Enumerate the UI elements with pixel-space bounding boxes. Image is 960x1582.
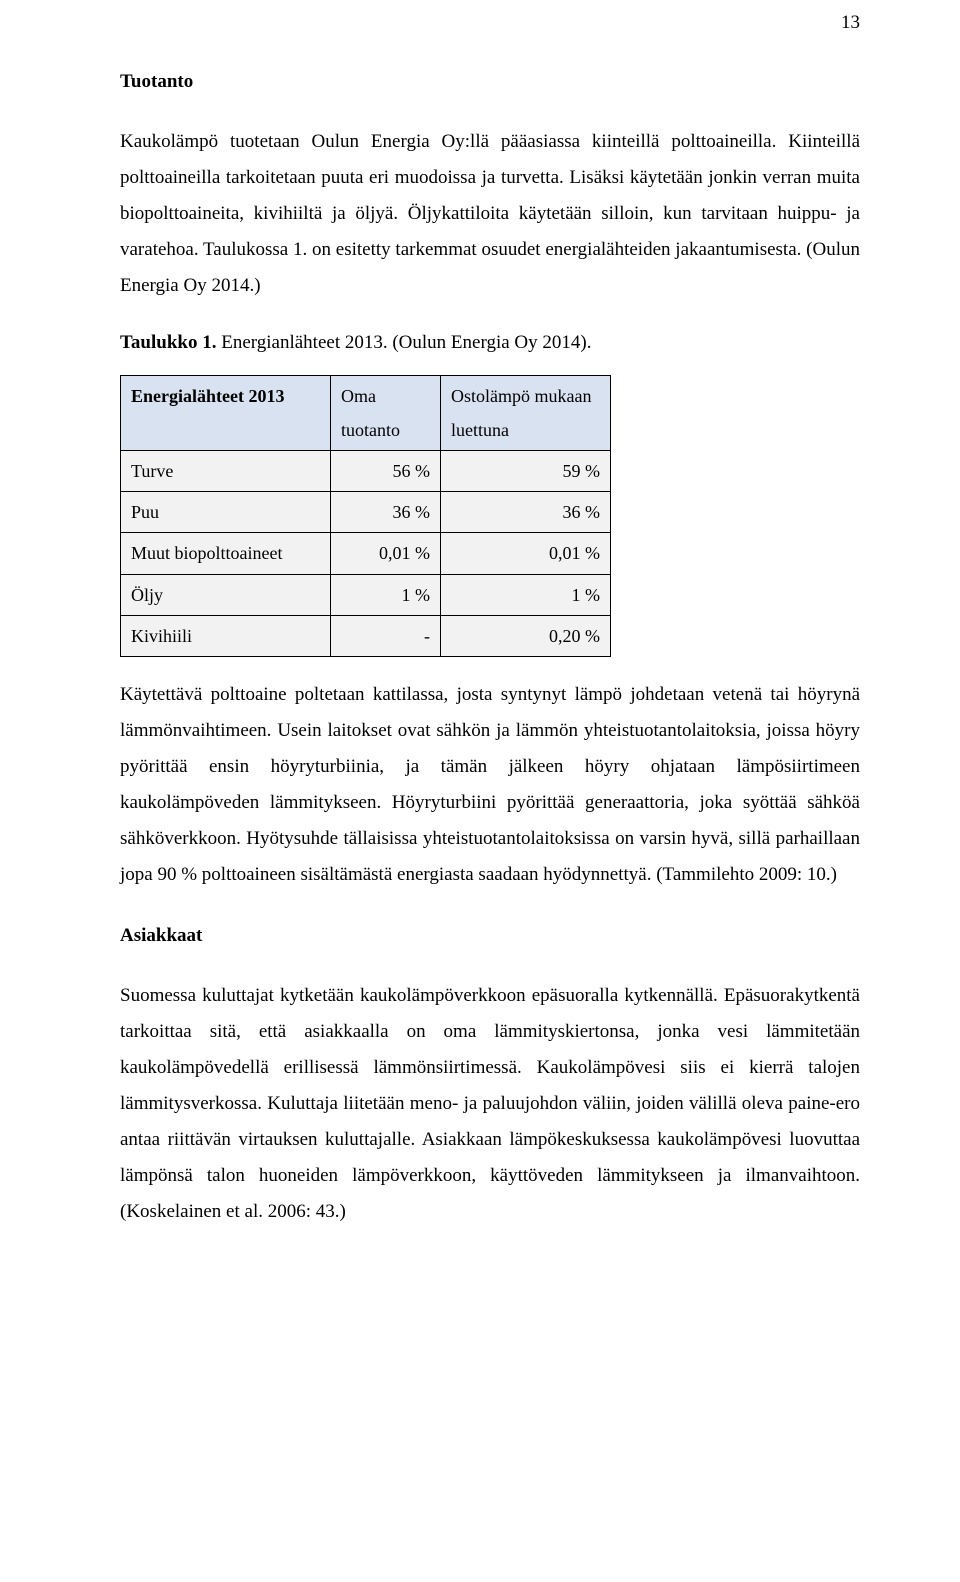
row-c2: 0,20 %	[441, 615, 611, 656]
row-label: Turve	[121, 451, 331, 492]
heading-tuotanto: Tuotanto	[120, 64, 860, 100]
paragraph-3: Suomessa kuluttajat kytketään kaukolämpö…	[120, 978, 860, 1231]
row-c1: 56 %	[331, 451, 441, 492]
energy-sources-table: Energialähteet 2013 Oma tuotanto Ostoläm…	[120, 375, 611, 657]
row-label: Kivihiili	[121, 615, 331, 656]
row-c2: 59 %	[441, 451, 611, 492]
row-c1: -	[331, 615, 441, 656]
row-label: Puu	[121, 492, 331, 533]
caption-bold: Taulukko 1.	[120, 332, 216, 353]
row-label: Muut biopolttoaineet	[121, 533, 331, 574]
header-col1: Oma tuotanto	[331, 375, 441, 450]
row-c1: 0,01 %	[331, 533, 441, 574]
row-c2: 0,01 %	[441, 533, 611, 574]
table-row: Öljy 1 % 1 %	[121, 574, 611, 615]
paragraph-1: Kaukolämpö tuotetaan Oulun Energia Oy:ll…	[120, 124, 860, 304]
document-page: Tuotanto Kaukolämpö tuotetaan Oulun Ener…	[0, 0, 960, 1310]
table-row: Puu 36 % 36 %	[121, 492, 611, 533]
table-caption: Taulukko 1. Energianlähteet 2013. (Oulun…	[120, 325, 860, 361]
heading-asiakkaat: Asiakkaat	[120, 918, 860, 954]
table-row: Kivihiili - 0,20 %	[121, 615, 611, 656]
table-row: Muut biopolttoaineet 0,01 % 0,01 %	[121, 533, 611, 574]
row-label: Öljy	[121, 574, 331, 615]
row-c1: 36 %	[331, 492, 441, 533]
header-label-cell: Energialähteet 2013	[121, 375, 331, 450]
caption-rest: Energianlähteet 2013. (Oulun Energia Oy …	[216, 332, 591, 353]
paragraph-2: Käytettävä polttoaine poltetaan kattilas…	[120, 677, 860, 894]
row-c1: 1 %	[331, 574, 441, 615]
table-row: Turve 56 % 59 %	[121, 451, 611, 492]
page-number: 13	[841, 12, 860, 34]
row-c2: 1 %	[441, 574, 611, 615]
header-col2: Ostolämpö mukaan luettuna	[441, 375, 611, 450]
row-c2: 36 %	[441, 492, 611, 533]
table-header-row: Energialähteet 2013 Oma tuotanto Ostoläm…	[121, 375, 611, 450]
